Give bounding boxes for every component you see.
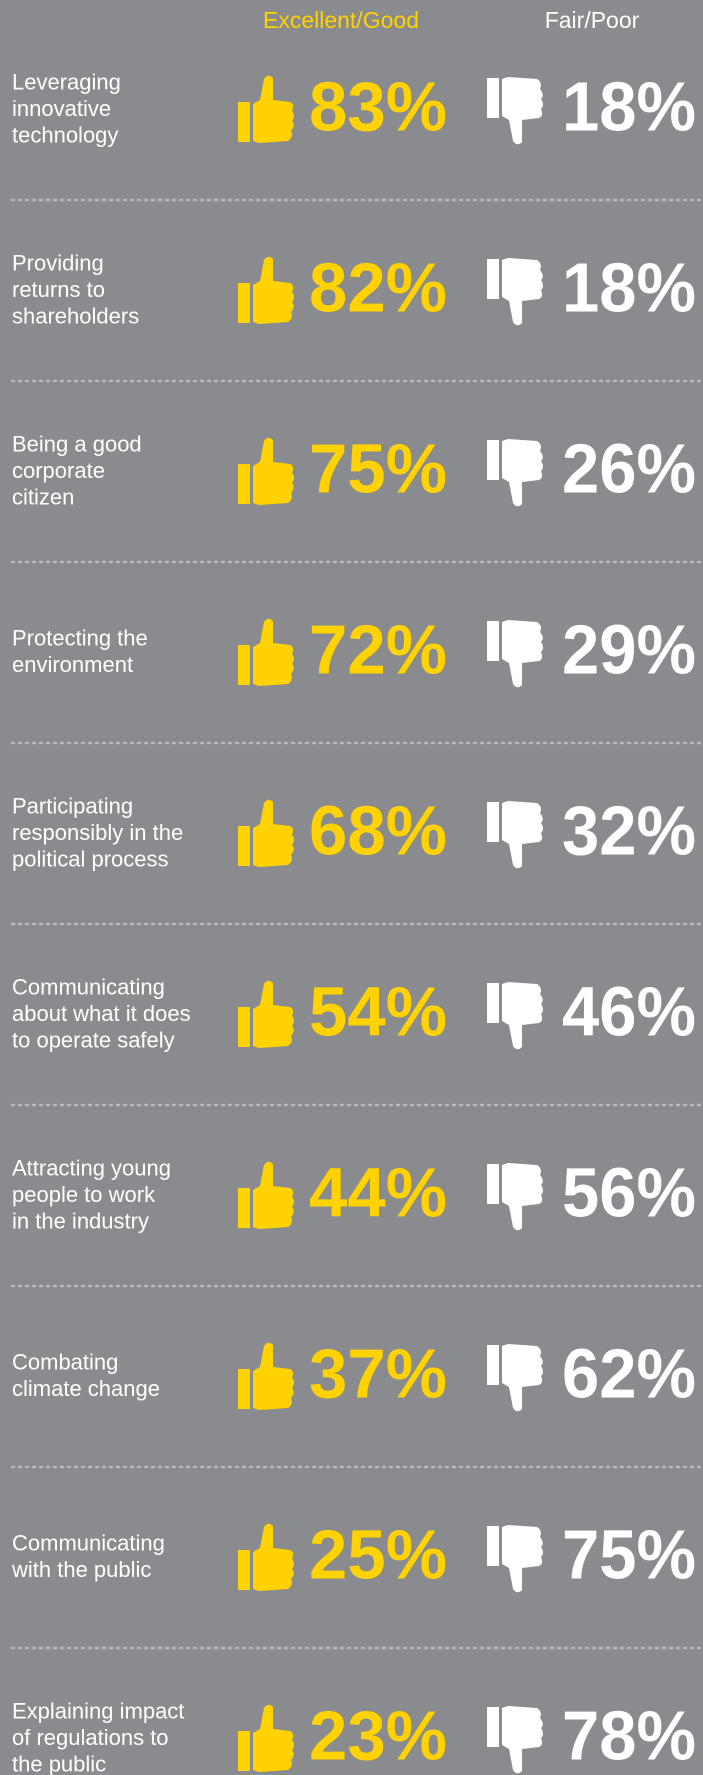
thumb-down-icon (487, 258, 543, 326)
poor-percent: 62% (562, 1334, 696, 1412)
row-label: Communicating (12, 1531, 165, 1556)
poor-percent: 75% (562, 1515, 696, 1593)
thumb-down-icon (487, 801, 543, 869)
poor-percent: 32% (562, 791, 696, 869)
thumb-up-icon (238, 437, 294, 505)
row-label: Communicating (12, 974, 165, 999)
thumb-up-icon (238, 256, 294, 324)
row-label: Being a good (12, 431, 142, 456)
poor-percent: 29% (562, 610, 696, 688)
row-label: of regulations to (12, 1725, 169, 1750)
row-label: Explaining impact (12, 1698, 184, 1723)
row-label: Participating (12, 793, 133, 818)
thumb-up-icon (238, 799, 294, 867)
good-percent: 44% (309, 1153, 447, 1231)
row-label: to operate safely (12, 1027, 175, 1052)
row-label: Providing (12, 250, 104, 275)
thumb-up-icon (238, 1523, 294, 1591)
poor-percent: 46% (562, 972, 696, 1050)
thumb-down-icon (487, 1706, 543, 1774)
thumb-up-icon (238, 1342, 294, 1410)
row-label: responsibly in the (12, 820, 183, 845)
row-label: the public (12, 1751, 106, 1775)
row-label: technology (12, 122, 118, 147)
row-label: returns to (12, 277, 105, 302)
row-label: shareholders (12, 303, 139, 328)
thumb-down-icon (487, 620, 543, 688)
good-percent: 82% (309, 248, 447, 326)
row-label: innovative (12, 96, 111, 121)
thumb-down-icon (487, 1163, 543, 1231)
row-label: Leveraging (12, 69, 121, 94)
good-percent: 68% (309, 791, 447, 869)
thumb-up-icon (238, 1161, 294, 1229)
row-label: about what it does (12, 1001, 191, 1026)
thumb-down-icon (487, 77, 543, 145)
good-percent: 25% (309, 1515, 447, 1593)
thumb-up-icon (238, 618, 294, 686)
poor-percent: 26% (562, 429, 696, 507)
header-good: Excellent/Good (263, 7, 419, 33)
good-percent: 23% (309, 1696, 447, 1774)
row-label: environment (12, 652, 133, 677)
good-percent: 54% (309, 972, 447, 1050)
poor-percent: 56% (562, 1153, 696, 1231)
row-label: citizen (12, 484, 74, 509)
row-label: Protecting the (12, 626, 148, 651)
poor-percent: 18% (562, 248, 696, 326)
row-label: with the public (11, 1557, 151, 1582)
thumb-up-icon (238, 75, 294, 143)
row-label: Attracting young (12, 1155, 171, 1180)
thumb-down-icon (487, 1344, 543, 1412)
row-label: political process (12, 846, 169, 871)
poor-percent: 18% (562, 67, 696, 145)
good-percent: 72% (309, 610, 447, 688)
row-label: people to work (12, 1182, 156, 1207)
thumb-down-icon (487, 1525, 543, 1593)
row-label: corporate (12, 458, 105, 483)
thumb-up-icon (238, 980, 294, 1048)
good-percent: 75% (309, 429, 447, 507)
header-poor: Fair/Poor (545, 7, 640, 33)
row-label: Combating (12, 1350, 118, 1375)
thumb-up-icon (238, 1704, 294, 1772)
good-percent: 37% (309, 1334, 447, 1412)
poor-percent: 78% (562, 1696, 696, 1774)
row-label: in the industry (12, 1208, 149, 1233)
thumb-down-icon (487, 439, 543, 507)
good-percent: 83% (309, 67, 447, 145)
row-label: climate change (12, 1376, 160, 1401)
thumb-down-icon (487, 982, 543, 1050)
